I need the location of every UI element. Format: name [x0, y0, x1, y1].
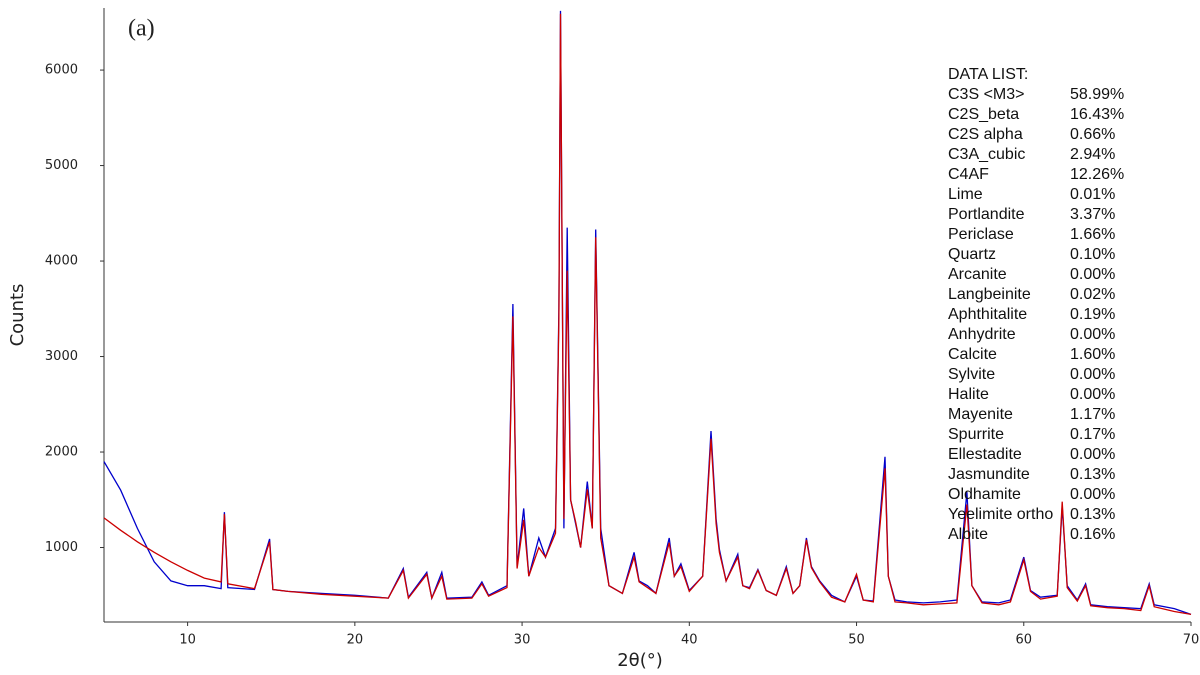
x-tick-label: 10 [179, 633, 196, 648]
data-list-name: Mayenite [948, 406, 1013, 423]
data-list-name: C3A_cubic [948, 146, 1025, 163]
data-list-value: 0.17% [1070, 426, 1115, 443]
data-list-name: C3S <M3> [948, 86, 1024, 103]
data-list-value: 0.16% [1070, 526, 1115, 543]
data-list-value: 1.17% [1070, 406, 1115, 423]
x-tick-label: 20 [347, 633, 364, 648]
x-tick-label: 70 [1183, 633, 1200, 648]
data-list-value: 0.13% [1070, 506, 1115, 523]
data-list-value: 0.13% [1070, 466, 1115, 483]
data-list-name: Halite [948, 386, 989, 403]
data-list-name: Anhydrite [948, 326, 1016, 343]
y-tick-label: 2000 [45, 445, 78, 460]
data-list-name: C4AF [948, 166, 989, 183]
data-list-value: 0.00% [1070, 486, 1115, 503]
data-list-value: 0.01% [1070, 186, 1115, 203]
data-list-value: 1.60% [1070, 346, 1115, 363]
data-list-value: 1.66% [1070, 226, 1115, 243]
data-list-value: 0.19% [1070, 306, 1115, 323]
data-list-value: 0.00% [1070, 386, 1115, 403]
data-list-value: 0.00% [1070, 266, 1115, 283]
x-tick-label: 40 [681, 633, 698, 648]
data-list-value: 16.43% [1070, 106, 1124, 123]
data-list-name: Ellestadite [948, 446, 1022, 463]
data-list-value: 3.37% [1070, 206, 1115, 223]
y-tick-label: 3000 [45, 349, 78, 364]
data-list-name: Albite [948, 526, 988, 543]
data-list-value: 0.00% [1070, 446, 1115, 463]
chart-title: (a) [128, 16, 155, 42]
series-line [103, 10, 1192, 616]
data-list-value: 58.99% [1070, 86, 1124, 103]
x-tick-label: 30 [514, 633, 531, 648]
data-list-name: Periclase [948, 226, 1014, 243]
data-list-name: Quartz [948, 246, 996, 263]
data-list-value: 0.02% [1070, 286, 1115, 303]
data-list-name: Arcanite [948, 266, 1007, 283]
data-list-name: Lime [948, 186, 983, 203]
x-axis-label: 2θ(°) [617, 650, 663, 671]
y-axis-label: Counts [7, 284, 28, 347]
data-list-value: 2.94% [1070, 146, 1115, 163]
data-list-value: 0.00% [1070, 326, 1115, 343]
data-list-name: C2S alpha [948, 126, 1023, 143]
data-list-value: 12.26% [1070, 166, 1124, 183]
data-list-name: Portlandite [948, 206, 1025, 223]
y-tick-label: 4000 [45, 254, 78, 269]
y-tick-label: 6000 [45, 63, 78, 78]
data-list-value: 0.00% [1070, 366, 1115, 383]
x-tick-label: 60 [1015, 633, 1032, 648]
x-tick-label: 50 [848, 633, 865, 648]
data-list-name: Spurrite [948, 426, 1004, 443]
data-list-value: 0.10% [1070, 246, 1115, 263]
data-list-name: Yeelimite ortho [948, 506, 1053, 523]
data-list-name: Jasmundite [948, 466, 1030, 483]
data-list-name: C2S_beta [948, 106, 1019, 123]
data-list-name: Calcite [948, 346, 997, 363]
data-list-name: Langbeinite [948, 286, 1031, 303]
data-list-value: 0.66% [1070, 126, 1115, 143]
data-list-title: DATA LIST: [948, 66, 1028, 83]
data-list-name: Sylvite [948, 366, 995, 383]
data-list-name: Aphthitalite [948, 306, 1027, 323]
y-tick-label: 1000 [45, 540, 78, 555]
series-line [103, 13, 1192, 616]
data-list-name: Oldhamite [948, 486, 1021, 503]
y-tick-label: 5000 [45, 158, 78, 173]
